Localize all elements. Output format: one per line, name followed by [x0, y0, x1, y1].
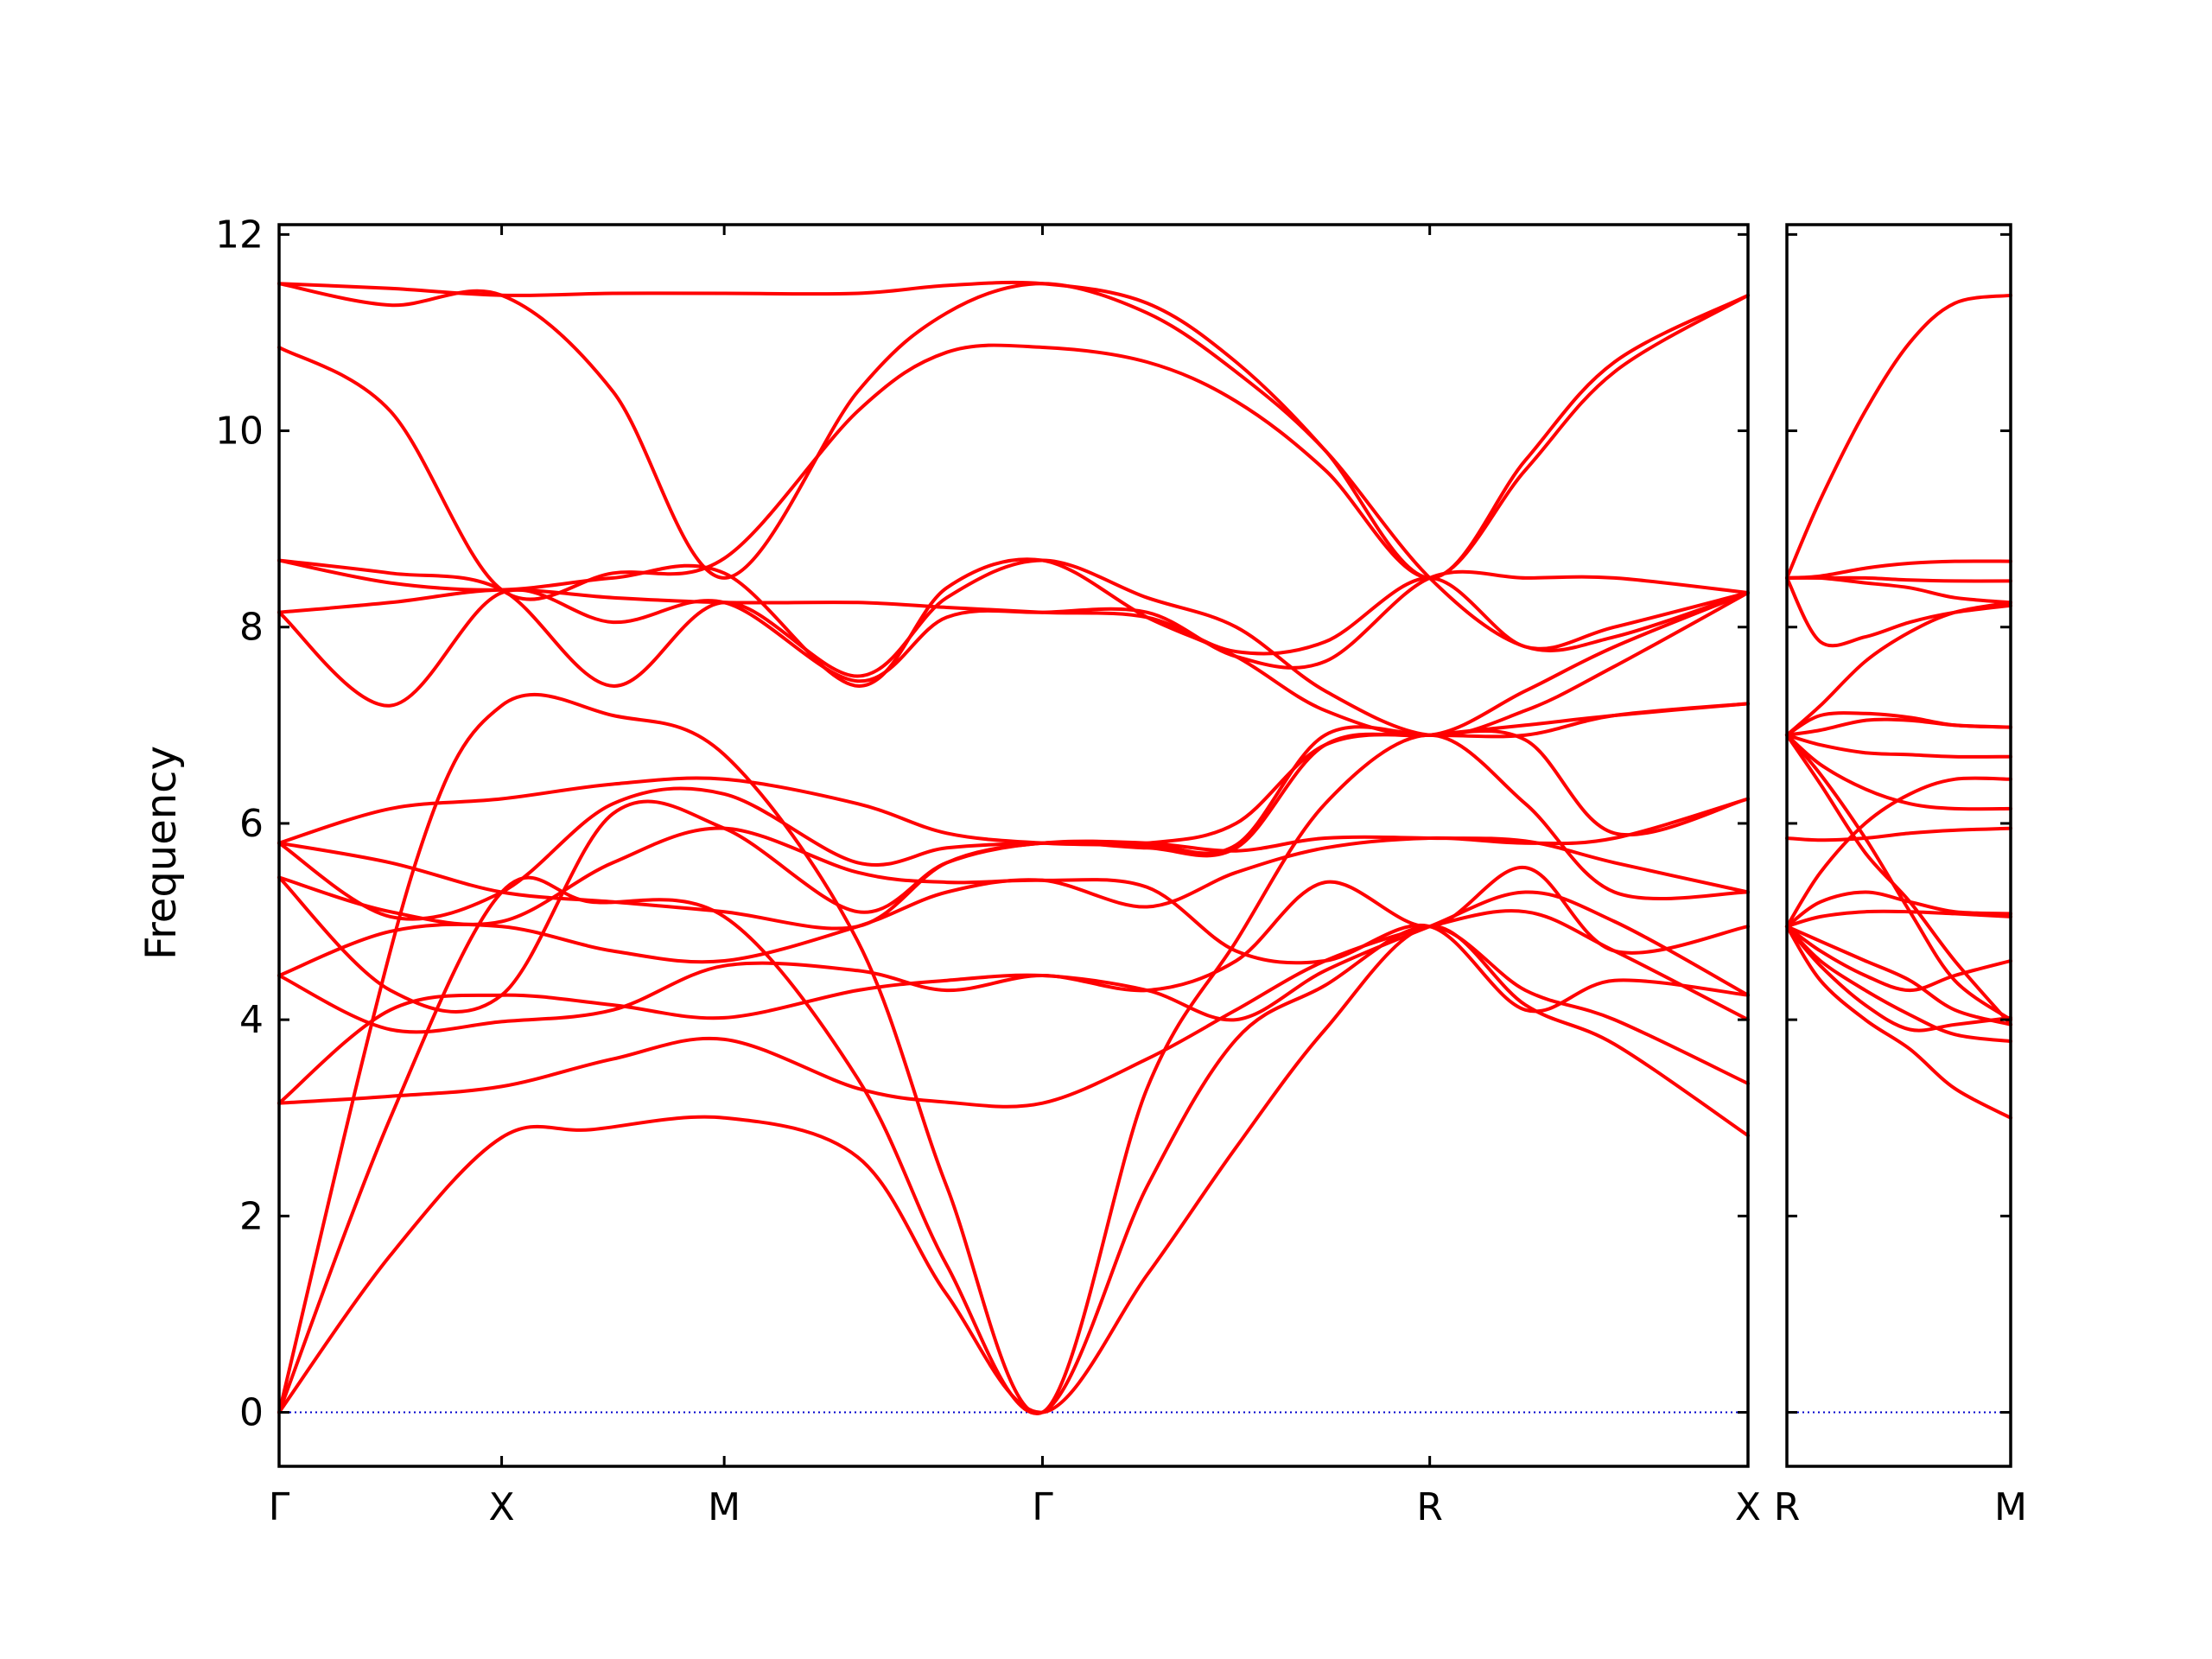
- y-tick-label: 0: [239, 1391, 264, 1435]
- x-tick-label-kpoint: M: [1994, 1485, 2027, 1529]
- band-0-5: [277, 866, 1750, 1034]
- band-1-10: [1785, 733, 2012, 811]
- band-1-2: [1785, 925, 2012, 1033]
- band-0-16: [277, 293, 1750, 601]
- band-0-9: [277, 835, 1750, 931]
- band-0-8: [277, 702, 1750, 1014]
- band-1-0: [1785, 925, 2012, 1120]
- panel-frame: [1785, 223, 2012, 1468]
- band-0-7: [277, 826, 1750, 1014]
- band-0-0: [277, 925, 1750, 1414]
- band-1-11: [1785, 733, 2012, 759]
- band-0-3: [277, 909, 1750, 1109]
- band-1-5: [1785, 890, 2012, 929]
- band-0-11: [277, 728, 1750, 921]
- band-0-14: [277, 558, 1750, 738]
- band-1-6: [1785, 925, 2012, 1027]
- panel-frame: [277, 223, 1750, 1468]
- y-tick-label: 10: [215, 410, 264, 454]
- x-tick-label-kpoint: X: [488, 1485, 514, 1529]
- band-1-9: [1785, 733, 2012, 1022]
- band-1-1: [1785, 925, 2012, 1044]
- band-0-15: [277, 557, 1750, 738]
- band-1-18: [1785, 575, 2012, 583]
- band-0-17: [277, 282, 1750, 652]
- band-1-16: [1785, 575, 2012, 648]
- band-0-6: [277, 797, 1750, 977]
- y-tick-label: 12: [215, 213, 264, 257]
- y-tick-label: 4: [239, 998, 264, 1042]
- band-1-14: [1785, 776, 2012, 929]
- band-0-1: [277, 875, 1750, 1415]
- band-1-13: [1785, 711, 2012, 737]
- band-0-13: [277, 575, 1750, 656]
- x-tick-label-kpoint: R: [1774, 1485, 1801, 1529]
- panel-0: 0 2 4 6 8 10 12 Γ X M Γ R X: [215, 213, 1761, 1529]
- y-tick-label: 8: [239, 606, 264, 650]
- band-1-7: [1785, 826, 2012, 842]
- y-axis-label: Frequency: [137, 746, 186, 960]
- band-0-2: [277, 692, 1750, 1415]
- x-tick-label-kpoint: Γ: [1032, 1485, 1053, 1529]
- x-tick-label-kpoint: X: [1735, 1485, 1761, 1529]
- band-0-18: [277, 280, 1750, 580]
- y-tick-label: 6: [239, 802, 264, 846]
- x-tick-label-kpoint: Γ: [269, 1485, 290, 1529]
- x-tick-label-kpoint: R: [1416, 1485, 1443, 1529]
- band-1-19: [1785, 559, 2012, 580]
- band-1-20: [1785, 293, 2012, 580]
- y-tick-label: 2: [239, 1194, 264, 1238]
- x-tick-label-kpoint: M: [708, 1485, 741, 1529]
- band-0-12: [277, 569, 1750, 708]
